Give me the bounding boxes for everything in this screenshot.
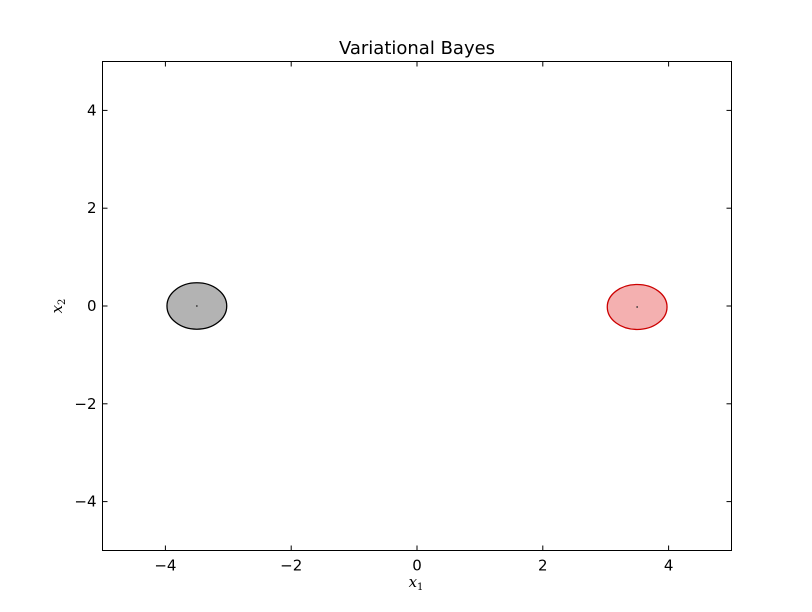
axis-ticks: −4 −2 0 2 4 −4 −2 0 2 4 [74,61,732,575]
x-tick-label: 4 [664,557,674,575]
y-axis-label-main: x [48,304,66,313]
y-axis-label: x2 [48,299,68,314]
chart-title: Variational Bayes [339,38,495,59]
x-tick-label: −2 [280,557,302,575]
y-axis-label-subscript: 2 [57,299,68,305]
x-axis-label: x1 [409,573,424,593]
x-tick-label: 0 [412,557,422,575]
x-tick-label: −4 [154,557,176,575]
x-axis-label-main: x [409,573,418,591]
ellipse-layer [166,282,668,331]
component-mean-point-2 [636,306,639,308]
y-tick-label: −2 [74,395,96,413]
component-mean-point-1 [195,305,198,307]
y-tick-label: −4 [74,493,96,511]
y-tick-label: 4 [87,101,97,119]
x-tick-label: 2 [538,557,548,575]
y-tick-label: 0 [87,297,97,315]
x-axis-label-subscript: 1 [417,582,423,593]
plot-area: −4 −2 0 2 4 −4 −2 0 2 4 [74,61,732,575]
y-tick-label: 2 [87,199,97,217]
